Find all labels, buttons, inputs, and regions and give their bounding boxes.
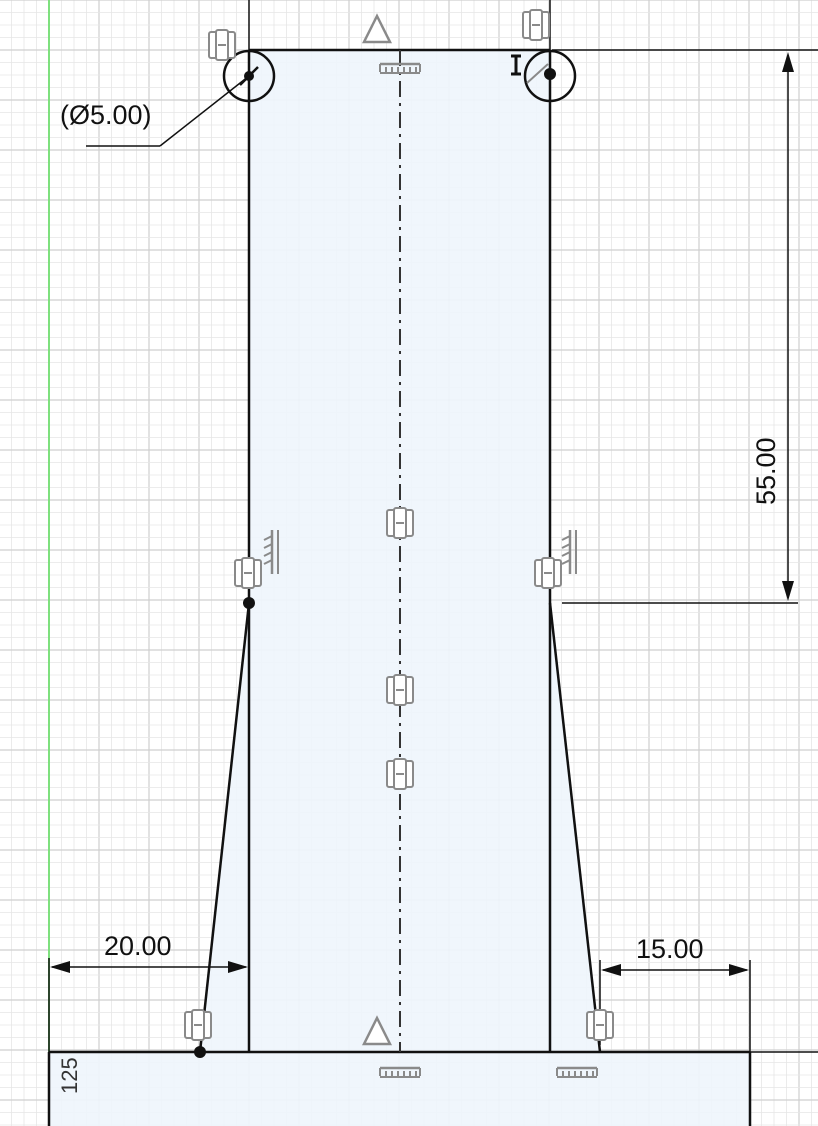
height-dimension[interactable]: 55.00 [552,49,818,604]
left-offset-dimension-text[interactable]: 20.00 [104,931,172,961]
constraint-glyphs [184,9,614,1079]
coincident-constraint-icon[interactable] [586,1009,614,1041]
coincident-constraint-icon[interactable] [386,758,414,790]
coincident-constraint-icon[interactable] [234,557,262,589]
point-left-base[interactable] [194,1046,206,1058]
fillet-circles[interactable] [222,49,577,103]
diameter-constraint-icon[interactable] [511,54,549,84]
coincident-constraint-icon[interactable] [386,674,414,706]
coincident-constraint-icon[interactable] [522,9,550,41]
diameter-dimension[interactable]: (Ø5.00) [60,75,250,147]
coincident-constraint-icon[interactable] [184,1009,212,1041]
right-offset-dimension[interactable]: 15.00 [599,934,751,1052]
left-offset-dimension[interactable]: 20.00 [48,931,248,1052]
height-dimension-text[interactable]: 55.00 [751,437,781,505]
coincident-constraint-icon[interactable] [534,557,562,589]
base-partial-dimension-text[interactable]: 125 [57,1057,82,1094]
point-right-fillet-center[interactable] [544,68,556,80]
right-fillet-circle[interactable] [523,49,577,103]
point-left-break[interactable] [243,597,255,609]
coincident-constraint-icon[interactable] [208,29,236,61]
diameter-dimension-text[interactable]: (Ø5.00) [60,100,152,130]
right-taper-line[interactable] [548,602,602,1053]
left-taper-line[interactable] [198,602,251,1053]
right-offset-dimension-text[interactable]: 15.00 [636,934,704,964]
coincident-constraint-icon[interactable] [386,507,414,539]
left-fillet-circle[interactable] [222,49,276,103]
